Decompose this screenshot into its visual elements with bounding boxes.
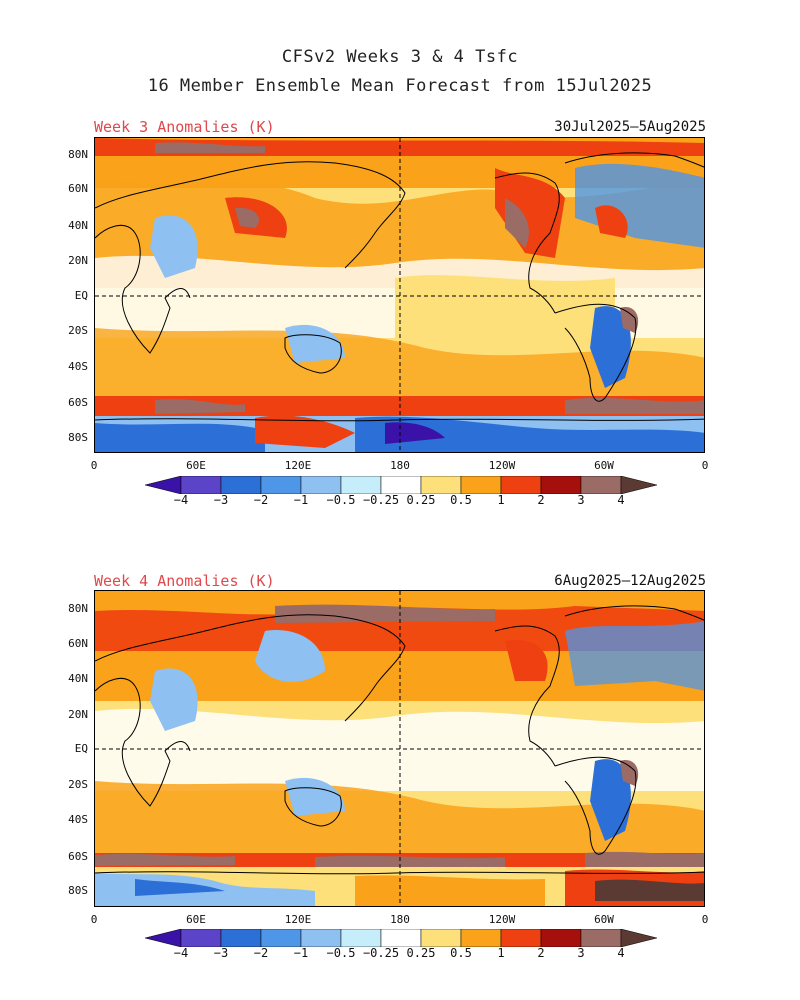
colorbar-tick-label: 1 <box>497 946 505 960</box>
colorbar-tick-label: −4 <box>173 493 189 507</box>
map2-lon-label-360: 0 <box>701 913 709 926</box>
map2-lon-label-120e: 120E <box>284 913 312 926</box>
colorbar-tick-label: 0.5 <box>450 493 472 507</box>
colorbar-swatch <box>580 475 622 495</box>
colorbar-tick-label: −2 <box>253 946 269 960</box>
week3-coastlines <box>95 152 704 422</box>
colorbar-tick-label: −1 <box>293 493 309 507</box>
colorbar-1: −4 −3 −2 −1 −0.5 −0.25 0.25 0.5 1 2 3 4 <box>0 475 800 512</box>
map2-lat-label-60n: 60N <box>68 637 88 650</box>
colorbar-arrow-low <box>144 928 182 948</box>
colorbar-swatch <box>540 928 582 948</box>
colorbar-tick-label: −0.25 <box>362 493 400 507</box>
colorbar-tick-label: 0.25 <box>406 946 436 960</box>
colorbar-tick-label: −0.25 <box>362 946 400 960</box>
map1-lat-label-eq: EQ <box>74 289 88 302</box>
colorbar-swatch <box>260 928 302 948</box>
colorbar-tick-label: −1 <box>293 946 309 960</box>
colorbar-arrow-low <box>144 475 182 495</box>
map2-lat-label-80s: 80S <box>68 884 88 897</box>
map1-lat-label-20s: 20S <box>68 324 88 337</box>
map2-lat-label-20n: 20N <box>68 708 88 721</box>
map1-lat-label-60n: 60N <box>68 182 88 195</box>
colorbar-tick-label: −0.5 <box>326 946 356 960</box>
colorbar-swatch <box>580 928 622 948</box>
map1-lat-label-40n: 40N <box>68 219 88 232</box>
colorbar-tick-label: −3 <box>213 946 229 960</box>
colorbar-tick-label: 3 <box>577 493 585 507</box>
map1-lat-label-40s: 40S <box>68 360 88 373</box>
colorbar-swatch <box>460 928 502 948</box>
map1-lon-label-120w: 120W <box>488 459 516 472</box>
colorbar-swatch <box>260 475 302 495</box>
colorbar-swatch <box>500 475 542 495</box>
colorbar-2-swatches <box>144 928 658 948</box>
colorbar-tick-label: 2 <box>537 946 545 960</box>
week4-map-canvas <box>95 591 704 906</box>
map1-lat-label-20n: 20N <box>68 254 88 267</box>
colorbar-swatch <box>380 475 422 495</box>
colorbar-swatch <box>500 928 542 948</box>
map1-lon-label-360: 0 <box>701 459 709 472</box>
map1-lon-label-60e: 60E <box>186 459 206 472</box>
colorbar-2: −4 −3 −2 −1 −0.5 −0.25 0.25 0.5 1 2 3 4 <box>0 928 800 965</box>
map1-lat-label-80s: 80S <box>68 431 88 444</box>
colorbar-tick-label: 2 <box>537 493 545 507</box>
week3-anomaly-map <box>94 137 705 453</box>
colorbar-tick-label: 1 <box>497 493 505 507</box>
map2-lon-label-120w: 120W <box>488 913 516 926</box>
colorbar-swatch <box>340 475 382 495</box>
colorbar-swatch <box>300 475 342 495</box>
colorbar-swatch <box>180 475 222 495</box>
colorbar-tick-label: 0.25 <box>406 493 436 507</box>
colorbar-swatch <box>460 475 502 495</box>
colorbar-1-swatches <box>144 475 658 495</box>
week4-coastlines <box>95 605 704 875</box>
colorbar-swatch <box>220 928 262 948</box>
map1-lon-label-180: 180 <box>390 459 410 472</box>
map2-lat-label-60s: 60S <box>68 850 88 863</box>
map2-lon-label-60e: 60E <box>186 913 206 926</box>
map2-lon-label-180: 180 <box>390 913 410 926</box>
colorbar-swatch <box>340 928 382 948</box>
map2-lat-label-20s: 20S <box>68 778 88 791</box>
colorbar-swatch <box>380 928 422 948</box>
map1-lat-label-60s: 60S <box>68 396 88 409</box>
map2-lat-label-40s: 40S <box>68 813 88 826</box>
colorbar-swatch <box>420 928 462 948</box>
colorbar-tick-label: 0.5 <box>450 946 472 960</box>
map2-lon-label-0: 0 <box>90 913 98 926</box>
map2-date-range: 6Aug2025–12Aug2025 <box>554 573 706 589</box>
colorbar-swatch <box>180 928 222 948</box>
title-line-1: CFSv2 Weeks 3 & 4 Tsfc <box>281 47 519 67</box>
map1-lat-label-80n: 80N <box>68 148 88 161</box>
map1-lon-label-120e: 120E <box>284 459 312 472</box>
map2-lat-label-80n: 80N <box>68 602 88 615</box>
colorbar-swatch <box>300 928 342 948</box>
week4-anomaly-map <box>94 590 705 907</box>
map2-lon-label-60w: 60W <box>594 913 614 926</box>
colorbar-tick-label: −4 <box>173 946 189 960</box>
colorbar-swatch <box>540 475 582 495</box>
colorbar-arrow-high <box>620 475 658 495</box>
week3-map-canvas <box>95 138 704 452</box>
map2-subtitle: Week 4 Anomalies (K) <box>94 572 275 590</box>
colorbar-arrow-high <box>620 928 658 948</box>
map2-lat-label-40n: 40N <box>68 672 88 685</box>
colorbar-tick-label: −3 <box>213 493 229 507</box>
map1-lon-label-60w: 60W <box>594 459 614 472</box>
map2-lat-label-eq: EQ <box>74 742 88 755</box>
colorbar-tick-label: −0.5 <box>326 493 356 507</box>
colorbar-tick-label: 3 <box>577 946 585 960</box>
colorbar-tick-label: 4 <box>617 493 625 507</box>
title-line-2: 16 Member Ensemble Mean Forecast from 15… <box>147 76 653 96</box>
colorbar-tick-label: −2 <box>253 493 269 507</box>
map1-date-range: 30Jul2025–5Aug2025 <box>554 119 706 135</box>
colorbar-swatch <box>420 475 462 495</box>
colorbar-tick-label: 4 <box>617 946 625 960</box>
map1-lon-label-0: 0 <box>90 459 98 472</box>
map1-subtitle: Week 3 Anomalies (K) <box>94 118 275 136</box>
colorbar-swatch <box>220 475 262 495</box>
